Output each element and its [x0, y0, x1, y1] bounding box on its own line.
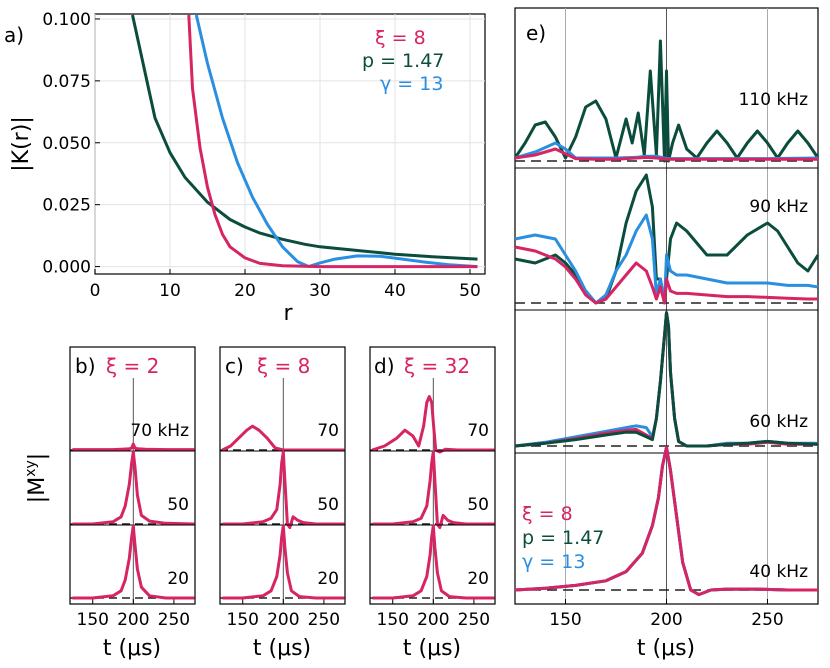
panel-d-label: d) [374, 354, 395, 378]
group-frequency-label: 110 kHz [739, 90, 808, 110]
panel-e-xlabel: t (μs) [637, 636, 695, 661]
panel-a-ytick-label: 0.075 [42, 72, 91, 92]
panel-a-series-line [187, 14, 478, 269]
panel-d-xlabel: t (μs) [403, 636, 461, 661]
mxy-ylabel-sup: xy [23, 460, 39, 477]
panel-a-xtick-label: 20 [234, 281, 256, 301]
panel-e-legend-xi: ξ = 8 [522, 503, 573, 525]
trace-line [371, 395, 495, 454]
xtick-label: 200 [267, 610, 299, 630]
trace-frequency-label: 20 [317, 569, 339, 589]
panel-a-xlabel: r [283, 301, 293, 326]
mxy-ylabel: |Mxy| [23, 453, 50, 503]
panel-c-title: ξ = 8 [257, 354, 310, 378]
mxy-ylabel-close: | [25, 453, 50, 460]
trace-frequency-label: 50 [467, 495, 489, 515]
xtick-label: 250 [751, 610, 783, 630]
trace-line [222, 524, 345, 600]
group-series-line [513, 39, 820, 163]
panel-b-label: b) [75, 354, 96, 378]
panel-a-xtick-label: 0 [90, 281, 101, 301]
trace-line [221, 424, 345, 452]
panel-d-title: ξ = 32 [404, 354, 470, 378]
panel-b-frame [69, 346, 196, 605]
panel-e-legend-gamma: γ = 13 [522, 551, 585, 573]
panel-a-xtick-label: 30 [309, 281, 331, 301]
panel-d-frame [369, 346, 496, 605]
trace-line [372, 450, 495, 530]
panel-c: c) ξ = 8 t (μs) 150 200 250 70 50 20 [219, 346, 346, 661]
panel-e: e) t (μs) 150 200 250 110 kHz 90 kHz 60 kHz 40… [513, 7, 820, 661]
trace-frequency-label: 70 [317, 421, 339, 441]
panel-a-label: a) [4, 23, 24, 47]
group-series-line [514, 147, 818, 161]
xtick-label: 200 [117, 610, 149, 630]
trace-frequency-label: 70 kHz [130, 421, 189, 441]
panel-e-label: e) [526, 21, 546, 45]
panel-a-legend-p: p = 1.47 [362, 50, 444, 72]
xtick-label: 150 [77, 610, 109, 630]
panel-d: d) ξ = 32 t (μs) 150 200 250 70 50 20 [369, 346, 496, 661]
panel-a-xtick-label: 40 [384, 281, 406, 301]
panel-a-xtick-label: 50 [459, 281, 481, 301]
panel-c-xlabel: t (μs) [253, 636, 311, 661]
xtick-label: 250 [458, 610, 490, 630]
trace-frequency-label: 50 [317, 495, 339, 515]
panel-a-ytick-label: 0.000 [42, 258, 91, 278]
trace-frequency-label: 20 [467, 569, 489, 589]
group-frequency-label: 90 kHz [749, 197, 808, 217]
group-frequency-label: 40 kHz [749, 562, 808, 582]
panel-a-legend-xi: ξ = 8 [375, 27, 426, 49]
panel-c-label: c) [225, 354, 244, 378]
panel-a-ytick-label: 0.050 [42, 134, 91, 154]
panel-e-legend-p: p = 1.47 [522, 527, 604, 549]
panel-c-frame [219, 346, 346, 605]
xtick-label: 150 [377, 610, 409, 630]
trace-frequency-label: 70 [467, 421, 489, 441]
xtick-label: 200 [417, 610, 449, 630]
xtick-label: 150 [549, 610, 581, 630]
trace-line [372, 524, 495, 600]
panel-a-legend-gamma: γ = 13 [380, 73, 443, 95]
trace-frequency-label: 50 [167, 495, 189, 515]
panel-a-xtick-label: 10 [159, 281, 181, 301]
group-series-line [514, 311, 819, 448]
xtick-label: 250 [158, 610, 190, 630]
panel-b-title: ξ = 2 [106, 354, 159, 378]
panel-a-ylabel: |K(r)| [9, 116, 34, 171]
trace-line [72, 450, 195, 526]
panel-a-series-line [131, 14, 478, 261]
group-series-line [514, 445, 818, 597]
panel-a-ytick-label: 0.025 [42, 196, 91, 216]
trace-line [72, 442, 195, 452]
xtick-label: 250 [308, 610, 340, 630]
trace-line [72, 524, 195, 600]
trace-frequency-label: 20 [167, 569, 189, 589]
group-frequency-label: 60 kHz [749, 412, 808, 432]
panel-a-ytick-label: 0.100 [42, 10, 91, 30]
mxy-ylabel-base: |M [25, 477, 50, 503]
trace-line [222, 450, 345, 530]
panel-a: a) r |K(r)| 0 10 20 30 40 50 0.000 0.025 0.050 0.… [4, 10, 486, 326]
group-series-line [514, 245, 818, 305]
xtick-label: 200 [650, 610, 682, 630]
panel-b: b) ξ = 2 t (μs) 150 200 250 70 kHz 50 20 [69, 346, 196, 661]
xtick-label: 150 [227, 610, 259, 630]
panel-b-xlabel: t (μs) [103, 636, 161, 661]
